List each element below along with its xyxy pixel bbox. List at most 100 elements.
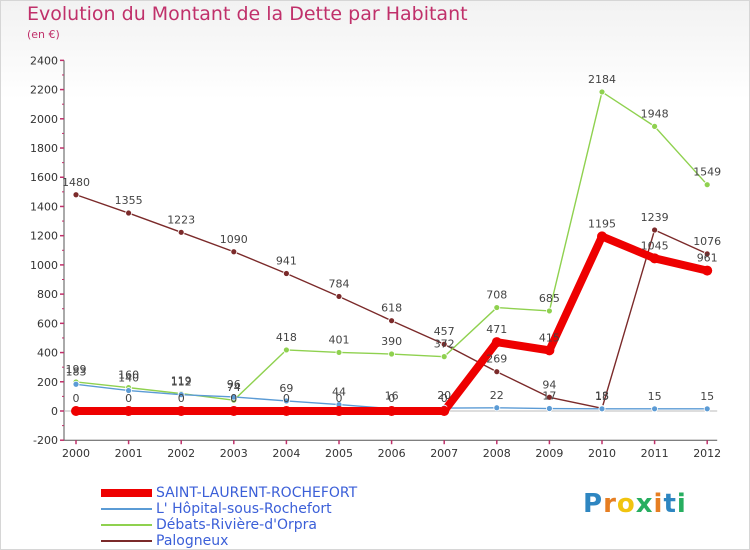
data-label: 20	[437, 389, 451, 402]
x-tick-label: 2004	[272, 447, 300, 460]
logo-letter: r	[603, 489, 617, 519]
x-tick-label: 2009	[535, 447, 563, 460]
data-point	[493, 368, 501, 376]
data-label: 74	[227, 381, 241, 394]
logo-letter: o	[616, 489, 636, 519]
data-label: 0	[388, 392, 395, 405]
x-axis: 2000 2001 2002 2003 2004 2005 2006 2007 2008 2009…	[62, 439, 721, 460]
data-point	[703, 181, 711, 189]
data-label: 941	[276, 255, 297, 268]
data-label: 784	[329, 277, 350, 290]
data-point	[71, 406, 81, 416]
data-point	[228, 406, 239, 416]
data-point	[230, 393, 238, 401]
data-label: 15	[595, 390, 609, 403]
data-point	[598, 405, 606, 413]
legend-label: L' Hôpital-sous-Rochefort	[156, 501, 332, 517]
logo-letter: i	[676, 489, 687, 519]
data-label: 15	[648, 390, 662, 403]
data-label: 961	[697, 252, 718, 265]
x-tick-label: 2008	[483, 447, 511, 460]
legend-swatch	[101, 540, 152, 542]
data-point	[72, 191, 80, 199]
y-tick-label: 1600	[30, 171, 58, 184]
x-tick-label: 2010	[588, 447, 616, 460]
series-lines	[75, 91, 709, 415]
data-label: 415	[539, 331, 560, 344]
data-point	[335, 293, 343, 300]
data-point	[439, 406, 450, 416]
data-point	[651, 405, 658, 413]
data-point	[282, 270, 290, 277]
data-label: 1239	[641, 211, 669, 224]
legend-label: Palogneux	[156, 533, 229, 549]
x-tick-label: 2011	[641, 447, 669, 460]
data-point	[703, 405, 711, 413]
x-tick-label: 2001	[115, 447, 143, 460]
data-label: 618	[381, 302, 402, 315]
data-label: 44	[332, 386, 346, 399]
data-label: 390	[381, 335, 402, 348]
data-point	[598, 88, 606, 96]
data-point	[123, 406, 134, 416]
data-point	[335, 349, 343, 356]
data-point	[282, 346, 290, 354]
y-tick-label: 2000	[30, 113, 58, 126]
data-label: 0	[178, 392, 185, 405]
data-point	[72, 380, 80, 388]
data-point	[651, 122, 658, 130]
y-tick-label: 600	[37, 317, 58, 330]
data-point	[177, 228, 185, 236]
data-label: 1223	[167, 213, 195, 226]
data-point	[388, 350, 396, 358]
data-label: 2184	[588, 73, 616, 86]
logo-letter: t	[663, 489, 677, 519]
series-points	[71, 88, 713, 416]
data-point	[125, 387, 132, 394]
y-tick-label: 800	[37, 288, 58, 301]
data-point	[230, 248, 238, 256]
data-label: 1076	[693, 235, 721, 248]
data-label: 69	[279, 382, 293, 395]
data-label: 471	[486, 323, 507, 336]
data-label: 18	[595, 389, 609, 402]
data-label: 418	[276, 331, 297, 344]
y-tick-label: 400	[37, 347, 58, 360]
x-tick-label: 2002	[167, 447, 195, 460]
y-tick-label: 0	[51, 405, 58, 418]
data-point	[282, 397, 290, 405]
data-label: 160	[118, 369, 139, 382]
data-label: 96	[227, 378, 241, 391]
legend-label: Débats-Rivière-d'Orpra	[156, 517, 317, 533]
legend-swatch	[101, 524, 152, 526]
data-labels: 1480 1355 1223 1090 941 784 618 457 269 94 18 1239 1…	[62, 73, 721, 405]
y-axis: -200020040060080010001200140016001800200…	[30, 54, 718, 447]
data-point	[440, 340, 448, 348]
x-tick-label: 2007	[430, 447, 458, 460]
y-tick-label: -200	[33, 434, 58, 447]
data-point	[546, 405, 553, 412]
data-label: 401	[329, 333, 350, 346]
data-label: 0	[125, 392, 132, 405]
data-label: 0	[230, 392, 237, 405]
y-tick-label: 1800	[30, 142, 58, 155]
data-point	[176, 406, 187, 416]
data-label: 119	[171, 375, 192, 388]
data-label: 685	[539, 292, 560, 305]
data-label: 269	[486, 353, 507, 366]
data-point	[651, 226, 658, 234]
data-label: 1195	[588, 217, 616, 230]
data-label: 1549	[693, 166, 721, 179]
y-tick-label: 2200	[30, 84, 58, 97]
x-tick-label: 2012	[693, 447, 721, 460]
data-label: 112	[171, 376, 192, 389]
logo-letter: x	[635, 489, 654, 519]
y-tick-label: 2400	[30, 54, 58, 67]
y-tick-label: 1000	[30, 259, 58, 272]
data-label: 0	[441, 392, 448, 405]
legend-swatch	[101, 508, 152, 510]
y-tick-label: 200	[37, 376, 58, 389]
data-label: 183	[66, 365, 87, 378]
data-point	[703, 250, 711, 258]
